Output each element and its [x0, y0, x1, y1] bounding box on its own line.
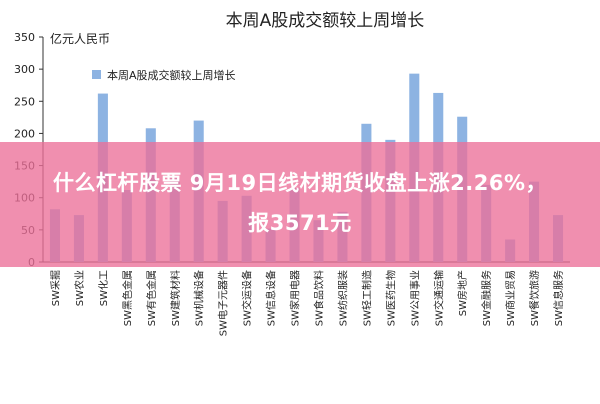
x-tick-label: SW农业: [73, 270, 86, 306]
overlay-line-2: 报3571元: [248, 211, 352, 235]
overlay-line-1: 什么杠杆股票 9月19日线材期货收盘上涨2.26%，: [53, 171, 547, 195]
x-tick-label: SW采掘: [49, 270, 62, 306]
x-tick-label: SW信息设备: [265, 270, 278, 326]
x-tick-label: SW化工: [97, 270, 110, 306]
legend-label: 本周A股成交额较上周增长: [107, 68, 236, 82]
x-tick-label: SW电子元器件: [217, 270, 230, 336]
x-tick-label: SW信息服务: [552, 270, 565, 326]
x-tick-label: SW商业贸易: [504, 270, 517, 326]
y-tick-label: 250: [14, 95, 35, 108]
x-tick-label: SW有色金属: [145, 270, 158, 326]
x-tick-label: SW黑色金属: [121, 270, 134, 326]
y-axis-label: 亿元人民币: [50, 31, 110, 46]
x-tick-label: SW机械设备: [193, 270, 206, 326]
x-tick-label: SW家用电器: [289, 270, 302, 326]
legend: 本周A股成交额较上周增长: [92, 68, 236, 82]
x-tick-label: SW交通运输: [432, 270, 445, 326]
x-labels: SW采掘 SW农业 SW化工 SW黑色金属 SW有色金属 SW建筑材料 SW机械设备 SW电子…: [49, 270, 565, 336]
x-tick-label: SW房地产: [456, 270, 469, 316]
x-tick-label: SW餐饮旅游: [528, 270, 541, 326]
x-tick-label: SW交运设备: [241, 270, 254, 326]
chart-title: 本周A股成交额较上周增长: [226, 11, 425, 31]
y-tick-label: 300: [14, 63, 35, 76]
x-tick-label: SW医药生物: [384, 270, 397, 326]
legend-swatch: [92, 70, 101, 79]
x-tick-label: SW食品饮料: [312, 270, 325, 326]
x-tick-label: SW纺织服装: [336, 270, 349, 326]
overlay-banner: [0, 142, 600, 267]
x-tick-label: SW建筑材料: [169, 270, 182, 326]
y-tick-label: 200: [14, 127, 35, 140]
x-tick-label: SW公用事业: [408, 270, 421, 326]
x-tick-label: SW轻工制造: [360, 270, 373, 326]
overlay-headline: 什么杠杆股票 9月19日线材期货收盘上涨2.26%， 报3571元: [0, 163, 600, 243]
y-tick-label: 350: [14, 31, 35, 44]
x-tick-label: SW金融服务: [480, 270, 493, 326]
